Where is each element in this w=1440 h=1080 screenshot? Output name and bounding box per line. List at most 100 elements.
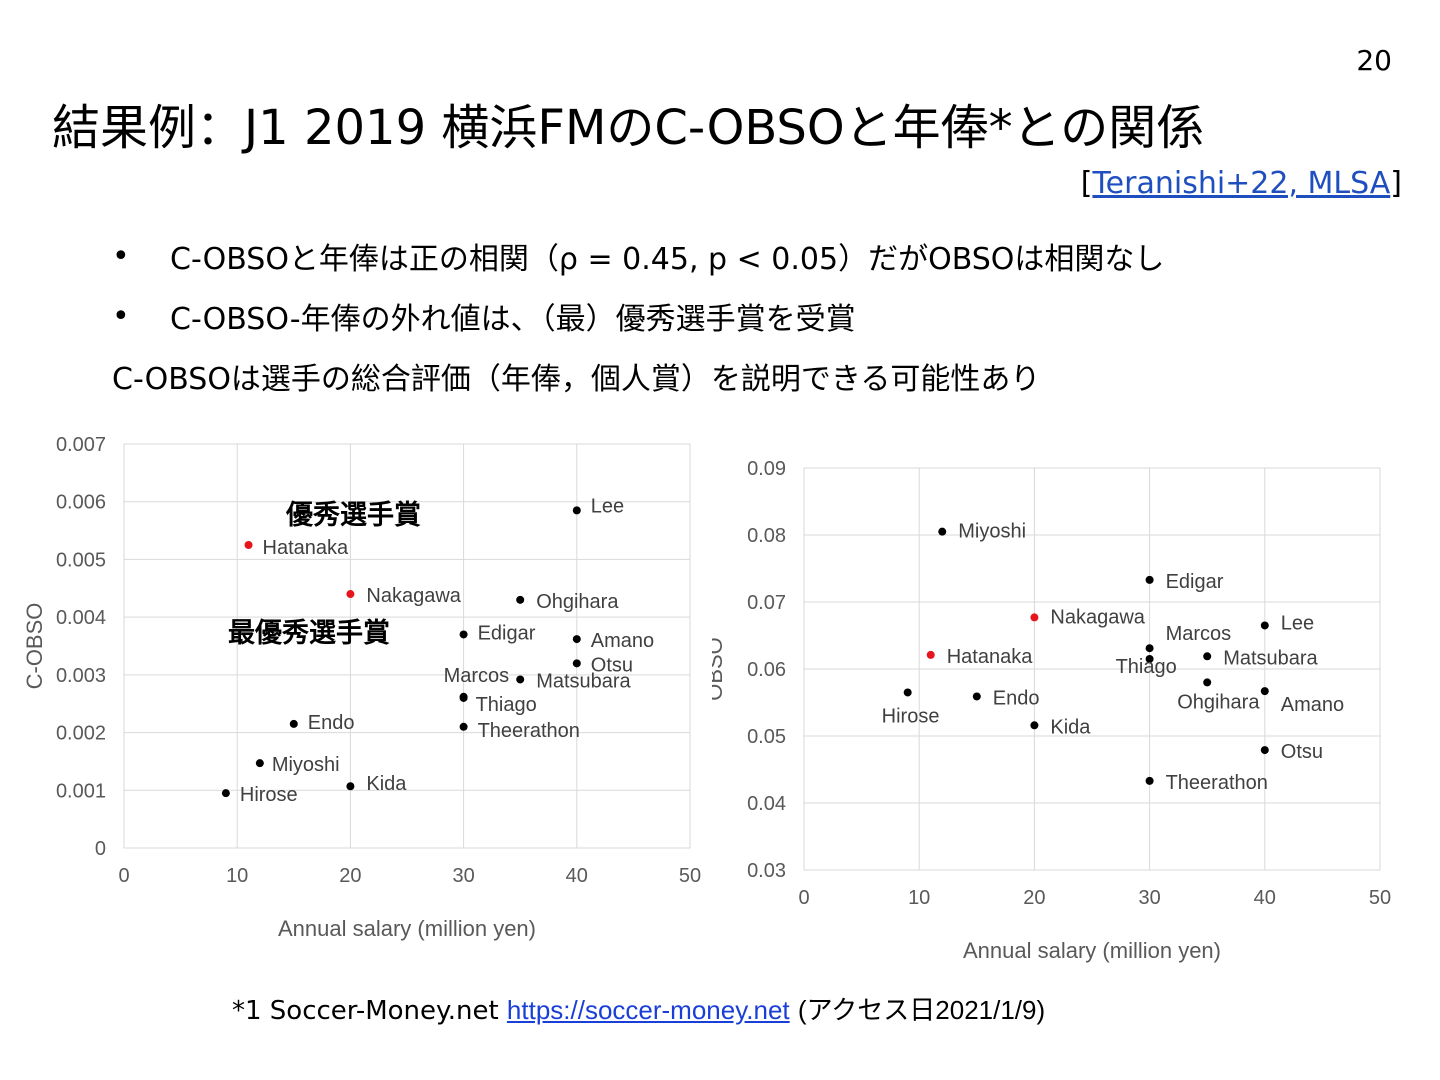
data-point bbox=[255, 759, 264, 768]
data-point bbox=[459, 692, 468, 701]
data-label: Matsubara bbox=[1223, 647, 1318, 669]
data-point bbox=[1145, 776, 1154, 785]
data-point bbox=[572, 506, 581, 515]
data-label: Lee bbox=[1281, 612, 1314, 634]
y-tick-label: 0.06 bbox=[747, 659, 786, 681]
data-label: Thiago bbox=[476, 694, 537, 716]
y-tick-label: 0.03 bbox=[747, 860, 786, 882]
y-tick-label: 0.005 bbox=[56, 549, 106, 571]
y-tick-label: 0 bbox=[95, 838, 106, 860]
y-tick-label: 0.007 bbox=[56, 434, 106, 456]
obso-chart-svg: 0 10 20 30 40 50 0.03 0.04 0.05 0.06 0.07 0.08 0.09 A… bbox=[712, 458, 1391, 963]
data-point bbox=[1145, 654, 1154, 663]
data-point bbox=[1260, 746, 1269, 755]
data-label: Endo bbox=[993, 687, 1040, 709]
x-tick-label: 10 bbox=[908, 887, 930, 909]
y-tick-label: 0.09 bbox=[747, 458, 786, 480]
data-point bbox=[972, 692, 981, 701]
c-obso-scatter-chart: 0 10 20 30 40 50 0 0.001 0.002 0.003 0.004 0.005 0.0… bbox=[10, 420, 720, 960]
y-tick-label: 0.006 bbox=[56, 492, 106, 514]
y-tick-label: 0.002 bbox=[56, 723, 106, 745]
data-label: Endo bbox=[308, 712, 355, 734]
bullet-text: C-OBSOと年俸は正の相関（ρ = 0.45, p < 0.05）だがOBSO… bbox=[170, 242, 1165, 277]
data-point bbox=[1030, 721, 1039, 730]
y-tick-label: 0.04 bbox=[747, 793, 786, 815]
citation-link[interactable]: Teranishi+22, MLSA bbox=[1092, 166, 1391, 201]
y-tick-label: 0.004 bbox=[56, 607, 106, 629]
data-label: Ohgihara bbox=[1177, 691, 1260, 713]
citation: [Teranishi+22, MLSA] bbox=[1081, 166, 1402, 201]
x-tick-label: 50 bbox=[679, 865, 701, 887]
data-point bbox=[244, 541, 253, 549]
data-label: Hirose bbox=[240, 784, 298, 806]
bullet-item: • C-OBSOと年俸は正の相関（ρ = 0.45, p < 0.05）だがOB… bbox=[112, 226, 1164, 286]
data-label: Nakagawa bbox=[366, 585, 461, 607]
citation-open-bracket: [ bbox=[1080, 166, 1093, 201]
data-point bbox=[459, 630, 468, 639]
page-number: 20 bbox=[1356, 44, 1392, 77]
bullet-item: • C-OBSO-年俸の外れ値は、（最）優秀選手賞を受賞 bbox=[112, 286, 1164, 346]
data-label: Miyoshi bbox=[272, 754, 340, 776]
award-annotation: 最優秀選手賞 bbox=[228, 617, 390, 649]
bullet-text: C-OBSO-年俸の外れ値は、（最）優秀選手賞を受賞 bbox=[170, 302, 856, 337]
x-axis-label: Annual salary (million yen) bbox=[963, 938, 1221, 963]
bullet-list: • C-OBSOと年俸は正の相関（ρ = 0.45, p < 0.05）だがOB… bbox=[112, 226, 1164, 406]
data-point bbox=[1203, 678, 1212, 687]
data-point bbox=[346, 782, 355, 791]
data-label: Amano bbox=[591, 630, 654, 652]
data-point bbox=[1145, 575, 1154, 584]
x-tick-label: 40 bbox=[1254, 887, 1276, 909]
data-point bbox=[516, 595, 525, 604]
x-tick-label: 40 bbox=[566, 865, 588, 887]
data-label: Nakagawa bbox=[1050, 606, 1145, 628]
data-label: Amano bbox=[1281, 694, 1344, 716]
x-tick-label: 30 bbox=[452, 865, 474, 887]
data-label: Kida bbox=[1050, 716, 1091, 738]
plot-area bbox=[123, 443, 691, 849]
c-obso-chart-svg: 0 10 20 30 40 50 0 0.001 0.002 0.003 0.004 0.005 0.0… bbox=[22, 434, 701, 941]
footnote: *1 Soccer-Money.net https://soccer-money… bbox=[232, 990, 1045, 1027]
data-point bbox=[1203, 652, 1212, 661]
x-tick-label: 0 bbox=[118, 865, 129, 887]
data-label: Theerathon bbox=[478, 720, 580, 742]
data-label: Otsu bbox=[591, 654, 633, 676]
y-tick-label: 0.07 bbox=[747, 592, 786, 614]
data-label: Edigar bbox=[478, 622, 536, 644]
data-point bbox=[459, 722, 468, 731]
data-label: Marcos bbox=[1166, 623, 1232, 645]
x-tick-label: 0 bbox=[798, 887, 809, 909]
y-tick-label: 0.001 bbox=[56, 780, 106, 802]
x-tick-label: 50 bbox=[1369, 887, 1391, 909]
data-point bbox=[572, 635, 581, 644]
data-label: Marcos bbox=[444, 665, 510, 687]
y-tick-label: 0.08 bbox=[747, 525, 786, 547]
data-point bbox=[1145, 644, 1154, 653]
footnote-link[interactable]: https://soccer-money.net bbox=[506, 995, 790, 1025]
data-label: Lee bbox=[591, 495, 624, 517]
data-point bbox=[1030, 613, 1039, 622]
data-point bbox=[516, 675, 525, 684]
footnote-note: (アクセス日2021/1/9) bbox=[797, 995, 1046, 1025]
data-point bbox=[903, 688, 912, 697]
data-label: Matsubara bbox=[536, 670, 631, 692]
data-label: Ohgihara bbox=[536, 591, 619, 613]
data-label: Hatanaka bbox=[947, 646, 1033, 668]
y-tick-label: 0.003 bbox=[56, 665, 106, 687]
data-label: Otsu bbox=[1281, 741, 1323, 763]
x-tick-label: 20 bbox=[339, 865, 361, 887]
data-label: Miyoshi bbox=[958, 521, 1026, 543]
data-label: Hirose bbox=[882, 705, 940, 727]
data-point bbox=[1260, 687, 1269, 696]
data-label: Hatanaka bbox=[263, 537, 349, 559]
footnote-prefix: *1 Soccer-Money.net bbox=[232, 996, 499, 1026]
y-axis-label: C-OBSO bbox=[22, 603, 47, 690]
data-point bbox=[289, 719, 298, 728]
data-point bbox=[938, 527, 947, 536]
data-point bbox=[572, 659, 581, 668]
y-tick-label: 0.05 bbox=[747, 726, 786, 748]
data-point bbox=[346, 590, 355, 599]
x-tick-label: 10 bbox=[226, 865, 248, 887]
bullet-dot-icon: • bbox=[112, 298, 130, 334]
x-axis-label: Annual salary (million yen) bbox=[278, 916, 536, 941]
bullet-dot-icon: • bbox=[112, 238, 130, 274]
